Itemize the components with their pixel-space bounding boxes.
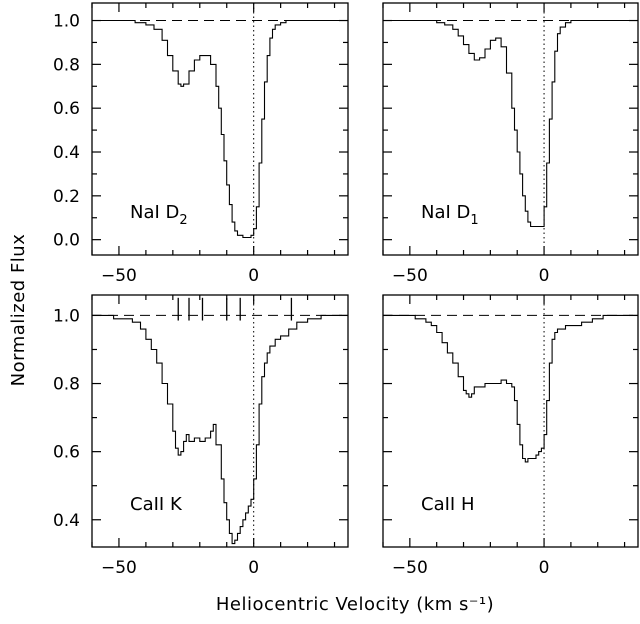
y-tick-label: 0.8 [53,375,80,395]
panel-label: CaII K [130,494,183,515]
y-tick-label: 0.6 [53,99,80,119]
panel-frame [91,294,349,548]
y-tick-label: 0.6 [53,443,80,463]
spectrum-line [92,314,348,545]
y-tick-label: 1.0 [53,306,80,326]
x-tick-label: −50 [101,266,137,286]
panel-naid2: 0.0 0.2 0.4 0.6 0.8 1.0 −50 0 NaI D2 [53,2,349,286]
y-tick-label: 0.2 [53,187,80,207]
panel-label: CaII H [421,494,474,515]
x-tick-label: 0 [248,558,259,578]
y-tick-label: 1.0 [53,12,80,32]
panel-naid1: −50 0 NaI D1 [382,2,639,286]
spectrum-line [383,19,638,228]
x-tick-label: −50 [101,558,137,578]
x-axis-title: Heliocentric Velocity (km s⁻¹) [216,594,494,615]
x-tick-label: 0 [539,558,550,578]
spectrum-line [383,314,638,463]
x-tick-label: 0 [539,266,550,286]
x-tick-label: −50 [392,558,428,578]
y-axis-title: Normalized Flux [8,234,29,387]
panel-frame [382,294,639,548]
y-tick-label: 0.4 [53,511,80,531]
panel-caiih: −50 0 CaII H [382,294,639,578]
x-tick-label: −50 [392,266,428,286]
x-tick-label: 0 [248,266,259,286]
panel-frame [91,2,349,256]
y-tick-label: 0.4 [53,143,80,163]
panel-caiik: 0.4 0.6 0.8 1.0 −50 0 CaII K [53,294,349,578]
panel-label: NaI D2 [130,202,188,228]
spectrum-line [92,19,348,239]
panel-label-subscript: 1 [470,213,478,228]
panel-label: NaI D1 [421,202,479,228]
panel-frame [382,2,639,256]
panel-label-subscript: 2 [179,213,187,228]
y-tick-label: 0.8 [53,55,80,75]
y-tick-label: 0.0 [53,231,80,251]
